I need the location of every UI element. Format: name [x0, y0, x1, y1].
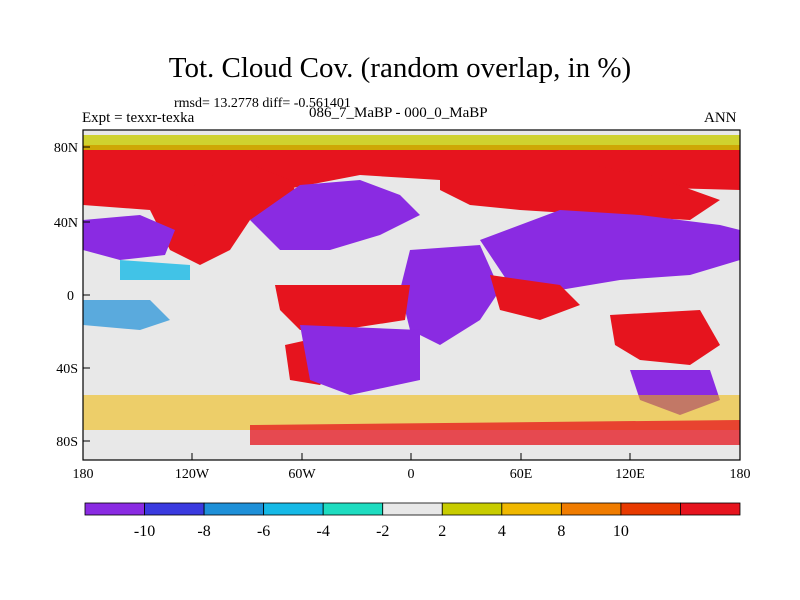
colorbar-label: -4 [317, 523, 330, 540]
lat-tick-label: 0 [67, 289, 74, 304]
stats-label: rmsd= 13.2778 diff= -0.561401 [174, 96, 351, 111]
africa-anomaly [400, 245, 500, 345]
colorbar-swatch [84, 502, 145, 516]
lon-tick-label: 60W [288, 467, 316, 482]
colorbar-swatch [144, 502, 205, 516]
lat-tick-label: 40S [56, 362, 78, 377]
lat-tick-label: 80N [54, 141, 78, 156]
plot-title: Tot. Cloud Cov. (random overlap, in %) [168, 52, 632, 84]
colorbar-swatch [322, 502, 384, 516]
colorbar-label: -6 [257, 523, 270, 540]
colorbar-label: 8 [557, 523, 565, 540]
colorbar-label: -10 [134, 523, 155, 540]
lon-tick-label: 120W [175, 467, 210, 482]
case-difference-label: 086_7_MaBP - 000_0_MaBP [309, 105, 488, 121]
colorbar-swatch [441, 502, 503, 516]
colorbar-swatch [382, 502, 443, 516]
longitude-axis: 180 120W 60W 0 60E 120E 180 [73, 453, 751, 482]
colorbar: -10 -8 -6 -4 -2 2 4 8 10 [84, 502, 741, 540]
colorbar-swatch [263, 502, 324, 516]
north-pacific-anomaly [83, 215, 175, 260]
latitude-axis: 80N 40N 0 40S 80S [54, 141, 90, 450]
colorbar-label: -8 [197, 523, 210, 540]
equatorial-pacific-anomaly [83, 300, 170, 330]
colorbar-swatch [680, 502, 741, 516]
australia-anomaly [610, 310, 720, 365]
colorbar-label: 4 [498, 523, 506, 540]
lon-tick-label: 120E [615, 467, 645, 482]
southern-ocean-band [83, 395, 740, 430]
eurasia-anomaly [440, 160, 720, 220]
map-field [83, 130, 740, 460]
asia-anomaly [480, 210, 740, 290]
lon-tick-label: 0 [408, 467, 415, 482]
colorbar-swatch [620, 502, 681, 516]
arctic-edge-anomaly [83, 135, 740, 150]
experiment-label: Expt = texxr-texka [82, 110, 195, 126]
lat-tick-label: 40N [54, 216, 78, 231]
lat-tick-label: 80S [56, 435, 78, 450]
pacific-cyan-anomaly [120, 260, 190, 280]
antarctic-anomaly [250, 420, 740, 445]
colorbar-swatch [501, 502, 562, 516]
lon-tick-label: 180 [73, 467, 94, 482]
lon-tick-label: 180 [730, 467, 751, 482]
season-label: ANN [704, 110, 737, 126]
south-atlantic-anomaly [300, 325, 420, 395]
north-atlantic-anomaly [250, 180, 420, 250]
south-america-anomaly [275, 285, 410, 330]
colorbar-label: -2 [376, 523, 389, 540]
colorbar-swatch [560, 502, 622, 516]
colorbar-label: 10 [613, 523, 629, 540]
north-america-anomaly [150, 160, 300, 265]
lon-tick-label: 60E [510, 467, 533, 482]
indian-ocean-anomaly [490, 275, 580, 320]
colorbar-label: 2 [438, 523, 446, 540]
colorbar-swatch [203, 502, 265, 516]
